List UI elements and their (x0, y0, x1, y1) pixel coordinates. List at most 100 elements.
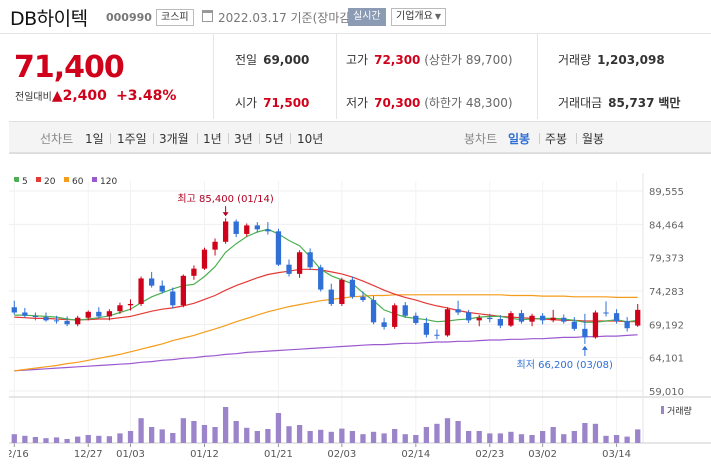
legend-swatch (14, 177, 19, 182)
volume-bar (286, 426, 292, 443)
volume-bar (138, 418, 144, 443)
volume-bar (613, 435, 620, 443)
volume-bar (117, 433, 123, 443)
candle-body (149, 278, 155, 286)
divider (197, 133, 198, 144)
y-tick-label: 59,010 (649, 387, 684, 398)
period-1d[interactable]: 1일 (85, 132, 104, 146)
candle-body (603, 312, 609, 314)
volume-bar (222, 407, 229, 443)
period-3m[interactable]: 3개월 (159, 132, 189, 146)
candle-body (170, 291, 176, 306)
stat-value: 71,500 (263, 96, 310, 110)
stat-amount: 거래대금 85,737 백만 (558, 94, 680, 111)
stat-value: 85,737 (608, 96, 655, 110)
volume-bar (53, 437, 60, 443)
line-chart-label[interactable]: 선차트 (40, 132, 74, 146)
divider (537, 34, 538, 119)
candle-body (434, 334, 440, 336)
volume-bar (518, 434, 525, 443)
volume-bar (159, 429, 165, 443)
volume-bar (106, 436, 113, 443)
candle-body (402, 305, 408, 316)
candle-body (476, 317, 482, 321)
stock-chart[interactable]: 5 20 60 120 89,555 84,464 79,373 74,283 69,192 64… (0, 153, 711, 475)
candle-body (138, 278, 144, 304)
candle-body (571, 321, 577, 329)
volume-bar (582, 423, 588, 443)
ma60-line (14, 294, 638, 372)
candle-body (85, 311, 91, 318)
candle-body (318, 267, 324, 290)
divider (290, 133, 291, 144)
volume-bar (423, 427, 430, 443)
realtime-button[interactable]: 실시간 (348, 8, 386, 26)
candle-monthly[interactable]: 월봉 (582, 132, 605, 146)
candle-body (32, 315, 39, 318)
volume-legend-swatch (661, 406, 664, 414)
candle-body (106, 311, 113, 317)
volume-bar (413, 435, 419, 443)
candle-body (635, 309, 641, 326)
candle-body (592, 312, 599, 338)
low-arrow-head (581, 345, 588, 350)
period-5y[interactable]: 5년 (265, 132, 284, 146)
candle-weekly[interactable]: 주봉 (545, 132, 568, 146)
period-10y[interactable]: 10년 (297, 132, 324, 146)
legend-label: 20 (44, 177, 56, 187)
volume-bar (392, 429, 398, 443)
candle-body (413, 315, 419, 323)
change-percent: +3.48% (116, 88, 177, 104)
candle-body (624, 321, 630, 329)
stat-label: 저가 (346, 96, 369, 110)
volume-bar (96, 435, 102, 443)
period-1w[interactable]: 1주일 (117, 132, 147, 146)
candle-daily[interactable]: 일봉 (508, 132, 531, 146)
as-of-date: 2022.03.17 기준(장마감) (218, 11, 356, 25)
period-3y[interactable]: 3년 (234, 132, 253, 146)
volume-bar (339, 428, 345, 443)
change-value: 2,400 (62, 88, 107, 104)
divider (576, 133, 577, 144)
candle-body (381, 322, 387, 327)
volume-bar (180, 418, 186, 443)
volume-bar (529, 435, 535, 443)
volume-bar (487, 433, 493, 443)
candle-body (75, 317, 81, 325)
candle-body (466, 312, 472, 321)
volume-bar (539, 431, 546, 443)
y-tick-label: 79,373 (649, 254, 684, 265)
company-info-dropdown[interactable]: 기업개요 ▼ (391, 8, 446, 26)
candle-body (613, 313, 620, 322)
calendar-icon (202, 10, 213, 22)
volume-bar (444, 418, 451, 443)
x-tick-label: 01/12 (190, 449, 219, 460)
candle-body (275, 231, 282, 265)
candle-body (96, 311, 102, 317)
x-tick-label: 01/03 (116, 449, 145, 460)
candle-body (518, 313, 525, 322)
candle-body (180, 275, 186, 306)
candle-body (487, 317, 493, 320)
stock-header: DB하이텍 000990 코스피 2022.03.17 기준(장마감) 실시간 … (0, 0, 711, 34)
period-1y[interactable]: 1년 (203, 132, 222, 146)
volume-bar (75, 436, 81, 443)
volume-bar (265, 429, 271, 443)
change-label: 전일대비 (15, 92, 52, 103)
volume-bar (11, 434, 17, 443)
candlestick-chart[interactable]: 5 20 60 120 89,555 84,464 79,373 74,283 69,192 64… (0, 153, 711, 475)
stat-volume: 거래량 1,203,098 (558, 51, 665, 68)
volume-bar (381, 433, 387, 443)
stat-unit: 백만 (658, 96, 681, 110)
x-tick-label: 03/14 (602, 449, 631, 460)
legend-swatch (64, 177, 69, 182)
chevron-down-icon: ▼ (434, 12, 441, 21)
volume-bar (476, 431, 482, 443)
low-annotation: 최저 66,200 (03/08) (517, 359, 613, 371)
candle-body (233, 221, 239, 234)
y-tick-label: 64,101 (649, 354, 684, 365)
candle-chart-label[interactable]: 봉차트 (464, 132, 498, 146)
candle-body (222, 221, 229, 242)
volume-bar (434, 423, 440, 443)
volume-bar (212, 427, 218, 443)
